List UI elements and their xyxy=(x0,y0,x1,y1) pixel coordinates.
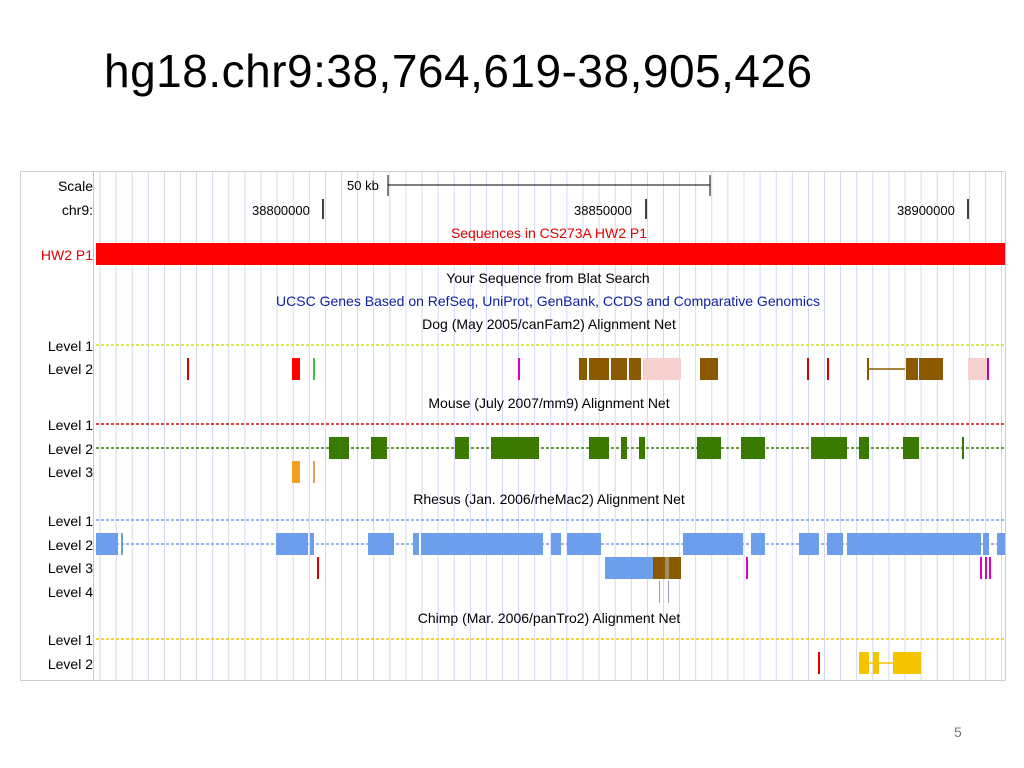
position-38800000: 38800000 xyxy=(252,203,310,218)
dog-level2-label[interactable]: Level 2 xyxy=(47,361,93,377)
chimp-level1-label[interactable]: Level 1 xyxy=(47,632,93,648)
dog-net-title: Dog (May 2005/canFam2) Alignment Net xyxy=(422,316,676,332)
custom-track-title: Sequences in CS273A HW2 P1 xyxy=(450,225,648,241)
mouse-level2-track[interactable] xyxy=(96,437,1005,459)
genome-browser-image: Scale chr9: HW2 P1 Level 1 Level 2 Level… xyxy=(20,171,1006,681)
rhesus-level2-label[interactable]: Level 2 xyxy=(47,537,93,553)
rhesus-level3-label[interactable]: Level 3 xyxy=(47,560,93,576)
mouse-net-title: Mouse (July 2007/mm9) Alignment Net xyxy=(428,395,670,411)
slide-number: 5 xyxy=(954,724,962,740)
rhesus-level1-label[interactable]: Level 1 xyxy=(47,513,93,529)
mouse-level1-label[interactable]: Level 1 xyxy=(47,417,93,433)
mouse-level3-track[interactable] xyxy=(292,461,315,483)
label-divider xyxy=(93,172,94,680)
alignment-tracks xyxy=(96,243,1005,674)
rhesus-level4-track[interactable] xyxy=(659,581,669,603)
mouse-level2-label[interactable]: Level 2 xyxy=(47,441,93,457)
hw2-track-label[interactable]: HW2 P1 xyxy=(40,247,93,263)
scale-bar xyxy=(387,175,711,196)
chimp-level2-label[interactable]: Level 2 xyxy=(47,656,93,672)
chimp-net-title: Chimp (Mar. 2006/panTro2) Alignment Net xyxy=(417,610,681,626)
ucsc-genes-title: UCSC Genes Based on RefSeq, UniProt, Gen… xyxy=(276,293,820,309)
chimp-level2-track[interactable] xyxy=(818,652,921,674)
position-ticks xyxy=(322,199,969,219)
rhesus-level3-track[interactable] xyxy=(317,557,991,579)
position-38900000: 38900000 xyxy=(897,203,955,218)
mouse-level3-label[interactable]: Level 3 xyxy=(47,464,93,480)
scale-label: Scale xyxy=(57,178,93,194)
track-label-column: Scale chr9: HW2 P1 Level 1 Level 2 Level… xyxy=(21,172,93,680)
rhesus-level4-label[interactable]: Level 4 xyxy=(47,584,93,600)
chr-label: chr9: xyxy=(61,202,93,218)
dog-level2-track[interactable] xyxy=(187,358,989,380)
slide-title: hg18.chr9:38,764,619-38,905,426 xyxy=(104,45,813,97)
scale-value: 50 kb xyxy=(347,178,379,193)
position-38850000: 38850000 xyxy=(574,203,632,218)
blat-track-title: Your Sequence from Blat Search xyxy=(446,270,650,286)
hw2-sequence-bar[interactable] xyxy=(96,243,1005,265)
dog-level1-label[interactable]: Level 1 xyxy=(47,338,93,354)
rhesus-net-title: Rhesus (Jan. 2006/rheMac2) Alignment Net xyxy=(413,491,685,507)
rhesus-level2-track[interactable] xyxy=(96,533,1005,555)
